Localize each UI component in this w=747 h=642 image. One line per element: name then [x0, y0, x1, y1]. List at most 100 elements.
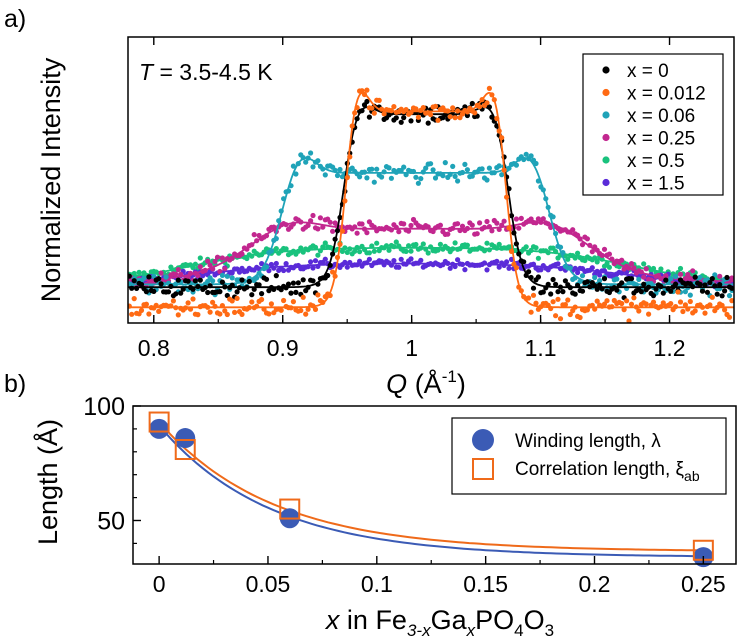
series-1-point	[249, 299, 255, 305]
annotation-T: T	[139, 59, 155, 85]
series-1-point	[450, 105, 456, 111]
series-0-point	[638, 289, 644, 295]
series-1-point	[692, 308, 698, 314]
series-1-point	[702, 310, 708, 316]
panel-a-plot-area	[127, 36, 735, 324]
series-3-point	[195, 272, 201, 279]
series-4-point	[371, 248, 377, 254]
xlabel-sub-x: x	[466, 621, 476, 640]
series-0-point	[158, 281, 164, 287]
series-2-point	[528, 153, 534, 159]
series-1-point	[650, 299, 657, 305]
series-4-point	[315, 252, 321, 258]
series-1-point	[729, 298, 734, 304]
series-2-point	[484, 177, 490, 183]
series-2-point	[369, 166, 375, 172]
series-1-point	[381, 111, 387, 117]
series-3-point	[540, 216, 546, 222]
panel-a-annotation: T = 3.5-4.5 K	[139, 59, 273, 85]
series-3-point	[327, 219, 333, 225]
series-3-point	[396, 229, 402, 235]
series-1-point	[636, 308, 642, 314]
series-1-point	[621, 307, 627, 313]
legend-marker-2	[602, 111, 610, 119]
series-3-point	[459, 223, 466, 229]
series-3-point	[408, 222, 414, 229]
series-0-point	[579, 288, 586, 294]
series-0-point	[535, 274, 542, 280]
xlabel-exponent: -1	[442, 367, 457, 386]
series-1-point	[364, 87, 370, 93]
series-1-point	[420, 105, 426, 111]
legend-marker-4	[602, 156, 610, 164]
series-2-point	[442, 160, 448, 166]
series-5-point	[447, 265, 453, 271]
series-0-point	[709, 276, 715, 282]
series-0-point	[143, 289, 149, 295]
series-3-point	[501, 218, 507, 224]
xlabel-close: )	[457, 369, 466, 399]
series-0-point	[425, 120, 431, 126]
legend-label-5: x = 1.5	[627, 174, 685, 195]
series-1-point	[452, 115, 458, 121]
series-2-point	[636, 276, 642, 282]
series-5-point	[322, 256, 328, 262]
series-0-point	[717, 282, 723, 288]
series-1-point	[565, 297, 571, 303]
series-1-point	[562, 302, 569, 308]
series-0-point	[526, 269, 532, 275]
series-3-point	[315, 226, 321, 232]
series-5-point	[408, 256, 414, 262]
legend-label-4: x = 0.5	[627, 151, 685, 172]
series-5-point	[504, 259, 510, 265]
series-1-point	[486, 85, 492, 91]
series-0-point	[300, 277, 306, 283]
series-2-point	[462, 161, 468, 167]
series-3-point	[469, 222, 475, 228]
series-4-point	[606, 264, 613, 270]
series-1-point	[628, 301, 635, 307]
series-1-point	[305, 306, 311, 312]
series-5-point	[308, 259, 314, 265]
series-4-point	[575, 250, 581, 256]
series-2-point	[303, 159, 309, 165]
legend-correlation-sub: ab	[684, 468, 700, 484]
series-0-point	[259, 291, 265, 297]
panel-a-label: a)	[4, 5, 26, 33]
series-1-point	[687, 298, 693, 305]
series-0-point	[256, 282, 262, 288]
series-5-point	[462, 267, 468, 273]
series-3-point	[579, 242, 586, 248]
series-2-point	[322, 172, 328, 178]
series-5-point	[357, 258, 363, 264]
series-2-point	[224, 273, 230, 279]
series-0-point	[663, 277, 669, 283]
panel-b-plot-area	[132, 405, 737, 568]
series-0-point	[550, 276, 556, 283]
series-3-point	[628, 261, 635, 267]
series-4-point	[420, 241, 426, 247]
b-x-tick-label: 0.1	[361, 571, 393, 597]
series-4-point	[403, 248, 409, 254]
series-3-point	[212, 258, 218, 265]
series-4-point	[594, 259, 600, 265]
series-1-point	[643, 301, 649, 307]
series-0-point	[138, 281, 145, 288]
series-4-point	[136, 269, 142, 275]
series-0-point	[246, 278, 252, 285]
panel-a-ylabel: Normalized Intensity	[36, 57, 66, 302]
panel-b-label: b)	[4, 370, 26, 398]
series-2-point	[513, 162, 520, 168]
series-3-point	[406, 228, 412, 234]
series-1-point	[707, 302, 713, 308]
series-3-point	[251, 232, 257, 238]
series-3-point	[570, 227, 576, 233]
series-3-point	[601, 246, 608, 252]
series-1-point	[447, 114, 453, 120]
series-1-point	[391, 104, 397, 110]
series-5-point	[496, 264, 502, 270]
series-1-point	[190, 296, 196, 302]
series-0-point	[464, 112, 470, 119]
series-3-point	[494, 220, 500, 226]
series-4-point	[565, 256, 571, 262]
